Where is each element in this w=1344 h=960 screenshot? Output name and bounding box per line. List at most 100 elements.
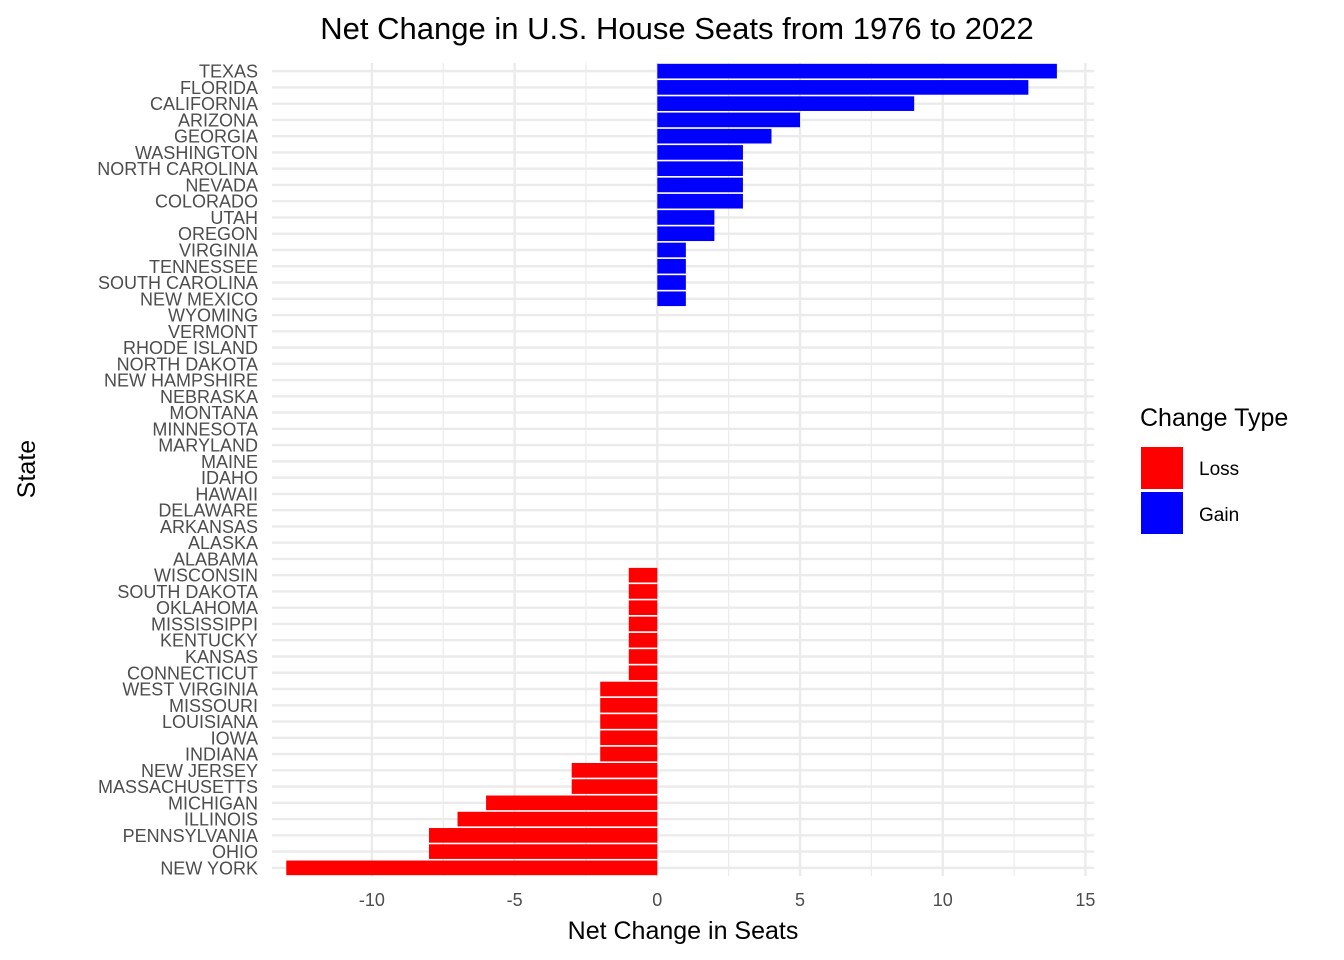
y-tick-label: MINNESOTA	[152, 419, 258, 439]
y-tick-label: ALASKA	[188, 533, 258, 553]
y-tick-labels: TEXASFLORIDACALIFORNIAARIZONAGEORGIAWASH…	[97, 62, 258, 879]
legend-swatch-gain	[1141, 492, 1183, 534]
y-tick-label: WISCONSIN	[154, 566, 258, 586]
y-tick-label: SOUTH CAROLINA	[98, 273, 258, 293]
bar-louisiana	[600, 714, 658, 729]
bar-connecticut	[628, 665, 658, 681]
y-tick-label: MISSOURI	[169, 696, 258, 716]
y-tick-label: NEW HAMPSHIRE	[104, 371, 258, 391]
x-tick-label: 5	[795, 890, 805, 910]
y-tick-label: HAWAII	[195, 484, 258, 504]
bar-pennsylvania	[428, 828, 658, 843]
legend-swatch-loss	[1141, 447, 1183, 489]
bar-nevada	[657, 177, 743, 193]
bar-ohio	[428, 844, 658, 859]
bar-illinois	[457, 811, 658, 827]
x-tick-label: 15	[1075, 890, 1095, 910]
y-tick-label: CONNECTICUT	[127, 663, 258, 683]
y-tick-label: PENNSYLVANIA	[123, 826, 258, 846]
y-tick-label: MONTANA	[169, 403, 258, 423]
x-tick-labels: -10 -5 0 5 10 15	[359, 890, 1096, 910]
bar-washington	[657, 145, 743, 160]
bar-georgia	[657, 128, 772, 144]
y-tick-label: VERMONT	[168, 322, 258, 342]
y-tick-label: ILLINOIS	[184, 810, 258, 830]
bar-michigan	[486, 795, 658, 811]
y-tick-label: OHIO	[212, 842, 258, 862]
y-tick-label: GEORGIA	[174, 127, 258, 147]
y-tick-label: NEW MEXICO	[140, 289, 258, 309]
legend-label-gain: Gain	[1199, 505, 1239, 526]
y-tick-label: OKLAHOMA	[156, 598, 258, 618]
bar-arizona	[657, 112, 801, 128]
bar-oklahoma	[628, 600, 658, 616]
y-tick-label: NEW JERSEY	[141, 761, 258, 781]
y-tick-label: ARIZONA	[178, 110, 258, 130]
y-tick-label: COLORADO	[155, 192, 258, 212]
y-tick-label: IDAHO	[201, 468, 258, 488]
y-tick-label: NORTH CAROLINA	[97, 159, 258, 179]
bar-kentucky	[628, 632, 658, 648]
y-tick-label: CALIFORNIA	[150, 94, 258, 114]
bar-florida	[657, 80, 1029, 95]
bar-indiana	[600, 746, 658, 762]
y-tick-label: NEVADA	[185, 175, 258, 195]
y-tick-label: DELAWARE	[158, 501, 258, 521]
y-tick-label: MISSISSIPPI	[151, 614, 258, 634]
bar-missouri	[600, 697, 658, 713]
y-tick-label: LOUISIANA	[162, 712, 258, 732]
y-tick-label: ALABAMA	[173, 549, 258, 569]
y-tick-label: TENNESSEE	[149, 257, 258, 277]
y-tick-label: FLORIDA	[180, 78, 258, 98]
y-tick-label: TEXAS	[199, 62, 258, 82]
bar-south-dakota	[628, 584, 658, 599]
y-tick-label: WEST VIRGINIA	[122, 680, 258, 700]
chart-title: Net Change in U.S. House Seats from 1976…	[320, 11, 1033, 46]
y-tick-label: NEW YORK	[160, 858, 258, 878]
y-tick-label: VIRGINIA	[179, 240, 258, 260]
y-tick-label: ARKANSAS	[160, 517, 258, 537]
y-tick-label: NORTH DAKOTA	[117, 354, 258, 374]
x-tick-label: 0	[652, 890, 662, 910]
y-tick-label: MASSACHUSETTS	[98, 777, 258, 797]
bar-kansas	[628, 649, 658, 664]
bar-tennessee	[657, 258, 686, 274]
y-tick-label: MARYLAND	[158, 436, 258, 456]
bar-new-york	[286, 860, 658, 876]
bar-south-carolina	[657, 275, 686, 290]
y-tick-label: UTAH	[210, 208, 258, 228]
y-axis-title: State	[13, 440, 41, 498]
y-tick-label: MAINE	[201, 452, 258, 472]
bar-texas	[657, 63, 1057, 79]
y-tick-label: KENTUCKY	[160, 631, 258, 651]
bar-north-carolina	[657, 161, 743, 177]
bars	[286, 63, 1057, 876]
x-axis-title: Net Change in Seats	[568, 917, 799, 945]
bar-colorado	[657, 193, 743, 209]
bar-west-virginia	[600, 681, 658, 697]
x-tick-label: -10	[359, 890, 385, 910]
legend-title: Change Type	[1140, 404, 1288, 432]
bar-massachusetts	[571, 779, 658, 794]
bar-mississippi	[628, 616, 658, 632]
bar-wisconsin	[628, 567, 658, 583]
y-tick-label: WASHINGTON	[135, 143, 258, 163]
bar-virginia	[657, 242, 686, 258]
y-tick-label: SOUTH DAKOTA	[117, 582, 258, 602]
bar-utah	[657, 210, 715, 225]
y-tick-label: MICHIGAN	[168, 793, 258, 813]
y-tick-label: IOWA	[211, 728, 258, 748]
bar-california	[657, 96, 915, 111]
bar-oregon	[657, 226, 715, 242]
legend-label-loss: Loss	[1199, 459, 1239, 480]
y-tick-label: WYOMING	[168, 306, 258, 326]
legend: Change Type Loss Gain	[1140, 404, 1288, 534]
bar-new-jersey	[571, 762, 658, 778]
y-tick-label: RHODE ISLAND	[123, 338, 258, 358]
x-tick-label: 10	[933, 890, 953, 910]
y-tick-label: INDIANA	[185, 745, 258, 765]
y-tick-label: OREGON	[178, 224, 258, 244]
y-tick-label: NEBRASKA	[160, 387, 258, 407]
